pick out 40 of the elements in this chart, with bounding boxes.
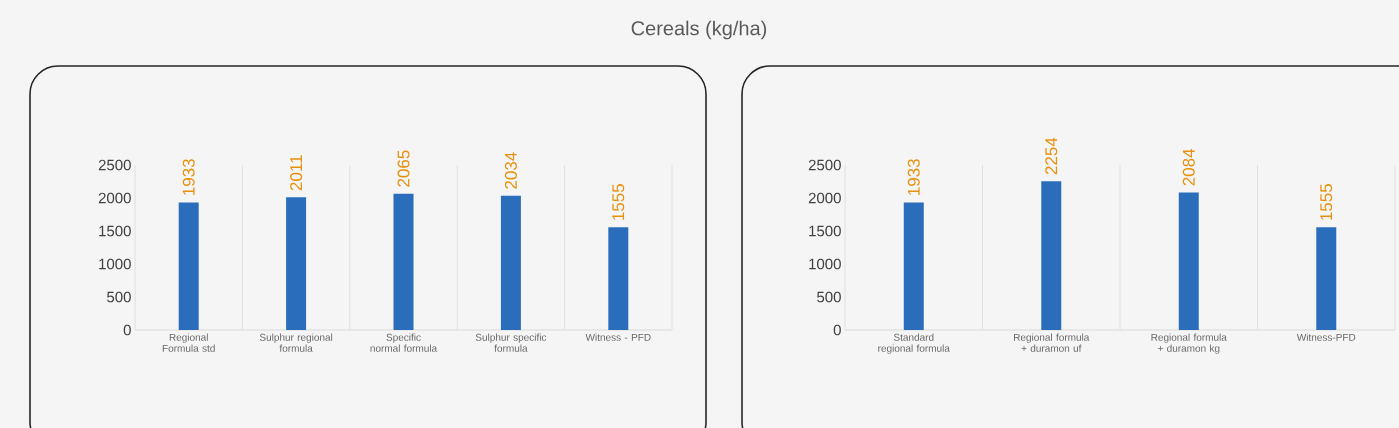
- y-tick-label: 1000: [99, 258, 131, 270]
- bar: [1041, 181, 1062, 330]
- data-label: 2084: [1182, 148, 1195, 186]
- y-tick-label: 500: [817, 291, 841, 303]
- y-tick-label: 0: [833, 324, 841, 336]
- bar: [286, 197, 307, 330]
- y-tick-label: 2000: [808, 192, 841, 204]
- bar: [1316, 227, 1337, 330]
- y-tick-label: 1000: [809, 258, 841, 270]
- data-label: 2254: [1045, 137, 1058, 175]
- x-tick-label: Specific normal formula: [370, 333, 438, 352]
- bar: [903, 202, 924, 330]
- data-label: 1555: [1320, 184, 1333, 220]
- bar: [178, 202, 199, 330]
- x-tick-label: Sulphur regional formula: [259, 333, 333, 352]
- x-tick-label: Standard regional formula: [878, 333, 950, 354]
- y-tick-label: 2500: [98, 159, 131, 171]
- y-tick-label: 1500: [99, 225, 131, 237]
- data-label: 1933: [907, 159, 920, 195]
- x-tick-label: Sulphur specific formula: [475, 333, 547, 352]
- chart-title: Cereals (kg/ha): [631, 20, 767, 40]
- y-tick-label: 2500: [808, 159, 841, 171]
- y-tick-label: 1500: [809, 225, 841, 237]
- bar: [1178, 192, 1199, 330]
- x-tick-label: Regional Formula std: [162, 333, 215, 352]
- x-tick-label: Regional formula + duramon uf: [1014, 333, 1090, 352]
- y-tick-label: 0: [123, 324, 131, 336]
- y-tick-label: 2000: [98, 192, 131, 204]
- data-label: 2065: [397, 150, 410, 187]
- bar: [500, 195, 521, 330]
- data-label: 2011: [290, 155, 303, 191]
- data-label: 1555: [612, 184, 625, 220]
- bar: [393, 193, 414, 330]
- data-label: 1933: [182, 159, 195, 195]
- y-tick-label: 500: [107, 291, 131, 303]
- x-tick-label: Regional formula + duramon kg: [1151, 333, 1227, 354]
- bar: [608, 227, 629, 330]
- x-tick-label: Witness - PFD: [585, 333, 651, 341]
- x-tick-label: Witness-PFD: [1296, 333, 1356, 341]
- data-label: 2034: [504, 152, 517, 189]
